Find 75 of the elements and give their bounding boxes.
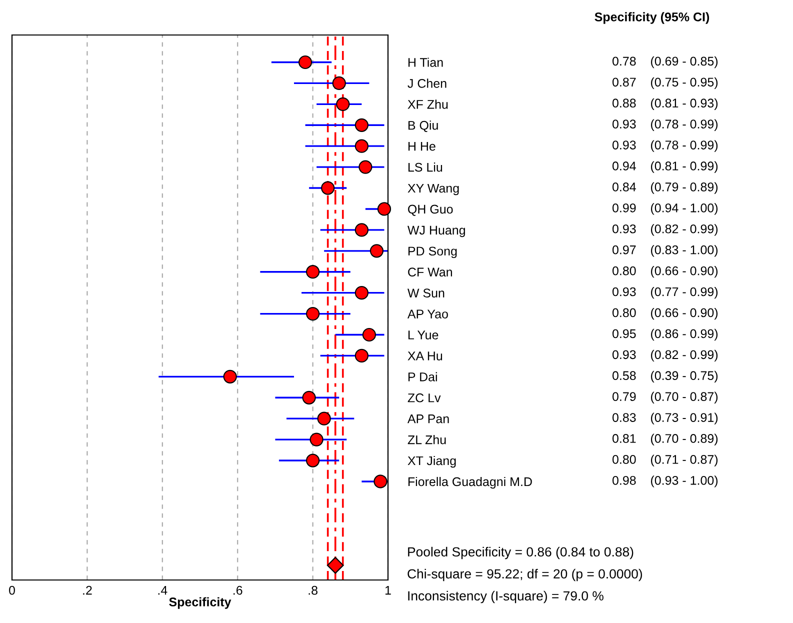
y-tick-label: Fiorella Guadagni M.D [408,476,532,489]
data-label: 0.93 (0.82 - 0.99) [612,350,718,362]
data-label: 0.88 (0.81 - 0.93) [612,98,718,110]
y-tick-label: XY Wang [408,184,459,196]
y-tick-label: W Sun [408,288,444,298]
data-label: 0.80 (0.66 - 0.90) [612,308,718,320]
point [377,202,392,216]
x-tick-label: 1 [385,586,391,595]
y-tick-label: WJ Huang [408,226,465,238]
text: Chi-square = 95.22; df = 20 (p = 0.0000) [408,568,642,582]
point [354,223,368,237]
data-label: 0.80 (0.66 - 0.90) [612,266,718,278]
point [317,412,331,426]
data-label: 0.99 (0.94 - 1.00) [612,203,718,215]
data-label: 0.93 (0.82 - 0.99) [612,224,718,236]
point [374,474,388,488]
point [310,432,324,446]
x-tick-label: .8 [308,586,318,595]
y-tick-label: XA Hu [408,352,442,360]
point [354,286,368,300]
point [332,76,346,90]
point [298,55,312,70]
point [358,160,372,174]
text: Specificity (95% CI) [594,12,710,24]
data-label: 0.80 (0.71 - 0.87) [612,454,718,466]
point [354,139,368,153]
data-label: 0.79 (0.70 - 0.87) [612,392,718,404]
point [306,265,320,279]
x-axis-title: Specificity [169,597,232,609]
y-tick-label: XF Zhu [408,100,448,109]
x-tick-label: 0 [9,586,15,595]
y-tick-label: L Yue [408,330,438,340]
data-label: 0.83 (0.73 - 0.91) [612,412,718,424]
y-tick-label: CF Wan [408,268,452,277]
data-label: 0.84 (0.79 - 0.89) [612,182,718,194]
y-tick-label: ZL Zhu [408,435,446,444]
data-label: 0.97 (0.83 - 1.00) [612,245,718,257]
data-label: 0.87 (0.75 - 0.95) [612,77,718,90]
point [354,348,368,363]
y-tick-label: AP Pan [407,414,449,424]
point [370,244,384,258]
point [321,181,335,195]
text: Pooled Specificity = 0.86 (0.84 to 0.88) [408,546,634,560]
data-label: 0.81 (0.70 - 0.89) [612,434,718,446]
x-tick-label: .6 [234,586,242,595]
x-tick-label: .2 [83,586,92,595]
point [362,328,376,342]
y-tick-label: H Tian [408,58,443,67]
y-tick-label: J Chen [408,78,446,88]
point [326,556,344,574]
data-label: 0.94 (0.81 - 0.99) [612,161,718,173]
y-tick-label: QH Guo [408,204,453,216]
y-tick-label: B Qiu [408,120,438,132]
y-tick-label: H He [408,142,436,151]
x-tick-label: .4 [158,586,168,595]
point [302,390,316,404]
text: Inconsistency (I-square) = 79.0 % [408,590,604,604]
y-tick-label: PD Song [408,246,457,258]
point [223,370,237,384]
data-label: 0.93 (0.77 - 0.99) [612,287,718,299]
data-label: 0.58 (0.39 - 0.75) [612,370,718,382]
data-label: 0.78 (0.69 - 0.85) [612,56,718,68]
y-tick-label: P Dai [408,372,437,382]
y-tick-label: AP Yao [407,310,448,318]
data-label: 0.93 (0.78 - 0.99) [612,119,718,131]
y-tick-label: XT Jiang [408,456,456,468]
y-tick-label: ZC Lv [408,393,441,402]
data-label: 0.98 (0.93 - 1.00) [612,476,718,488]
data-label: 0.93 (0.78 - 0.99) [612,140,718,152]
y-tick-label: LS Liu [408,162,442,172]
point [306,306,320,321]
data-label: 0.95 (0.86 - 0.99) [612,328,718,341]
point [354,118,368,132]
point [336,97,350,111]
point [306,454,320,468]
